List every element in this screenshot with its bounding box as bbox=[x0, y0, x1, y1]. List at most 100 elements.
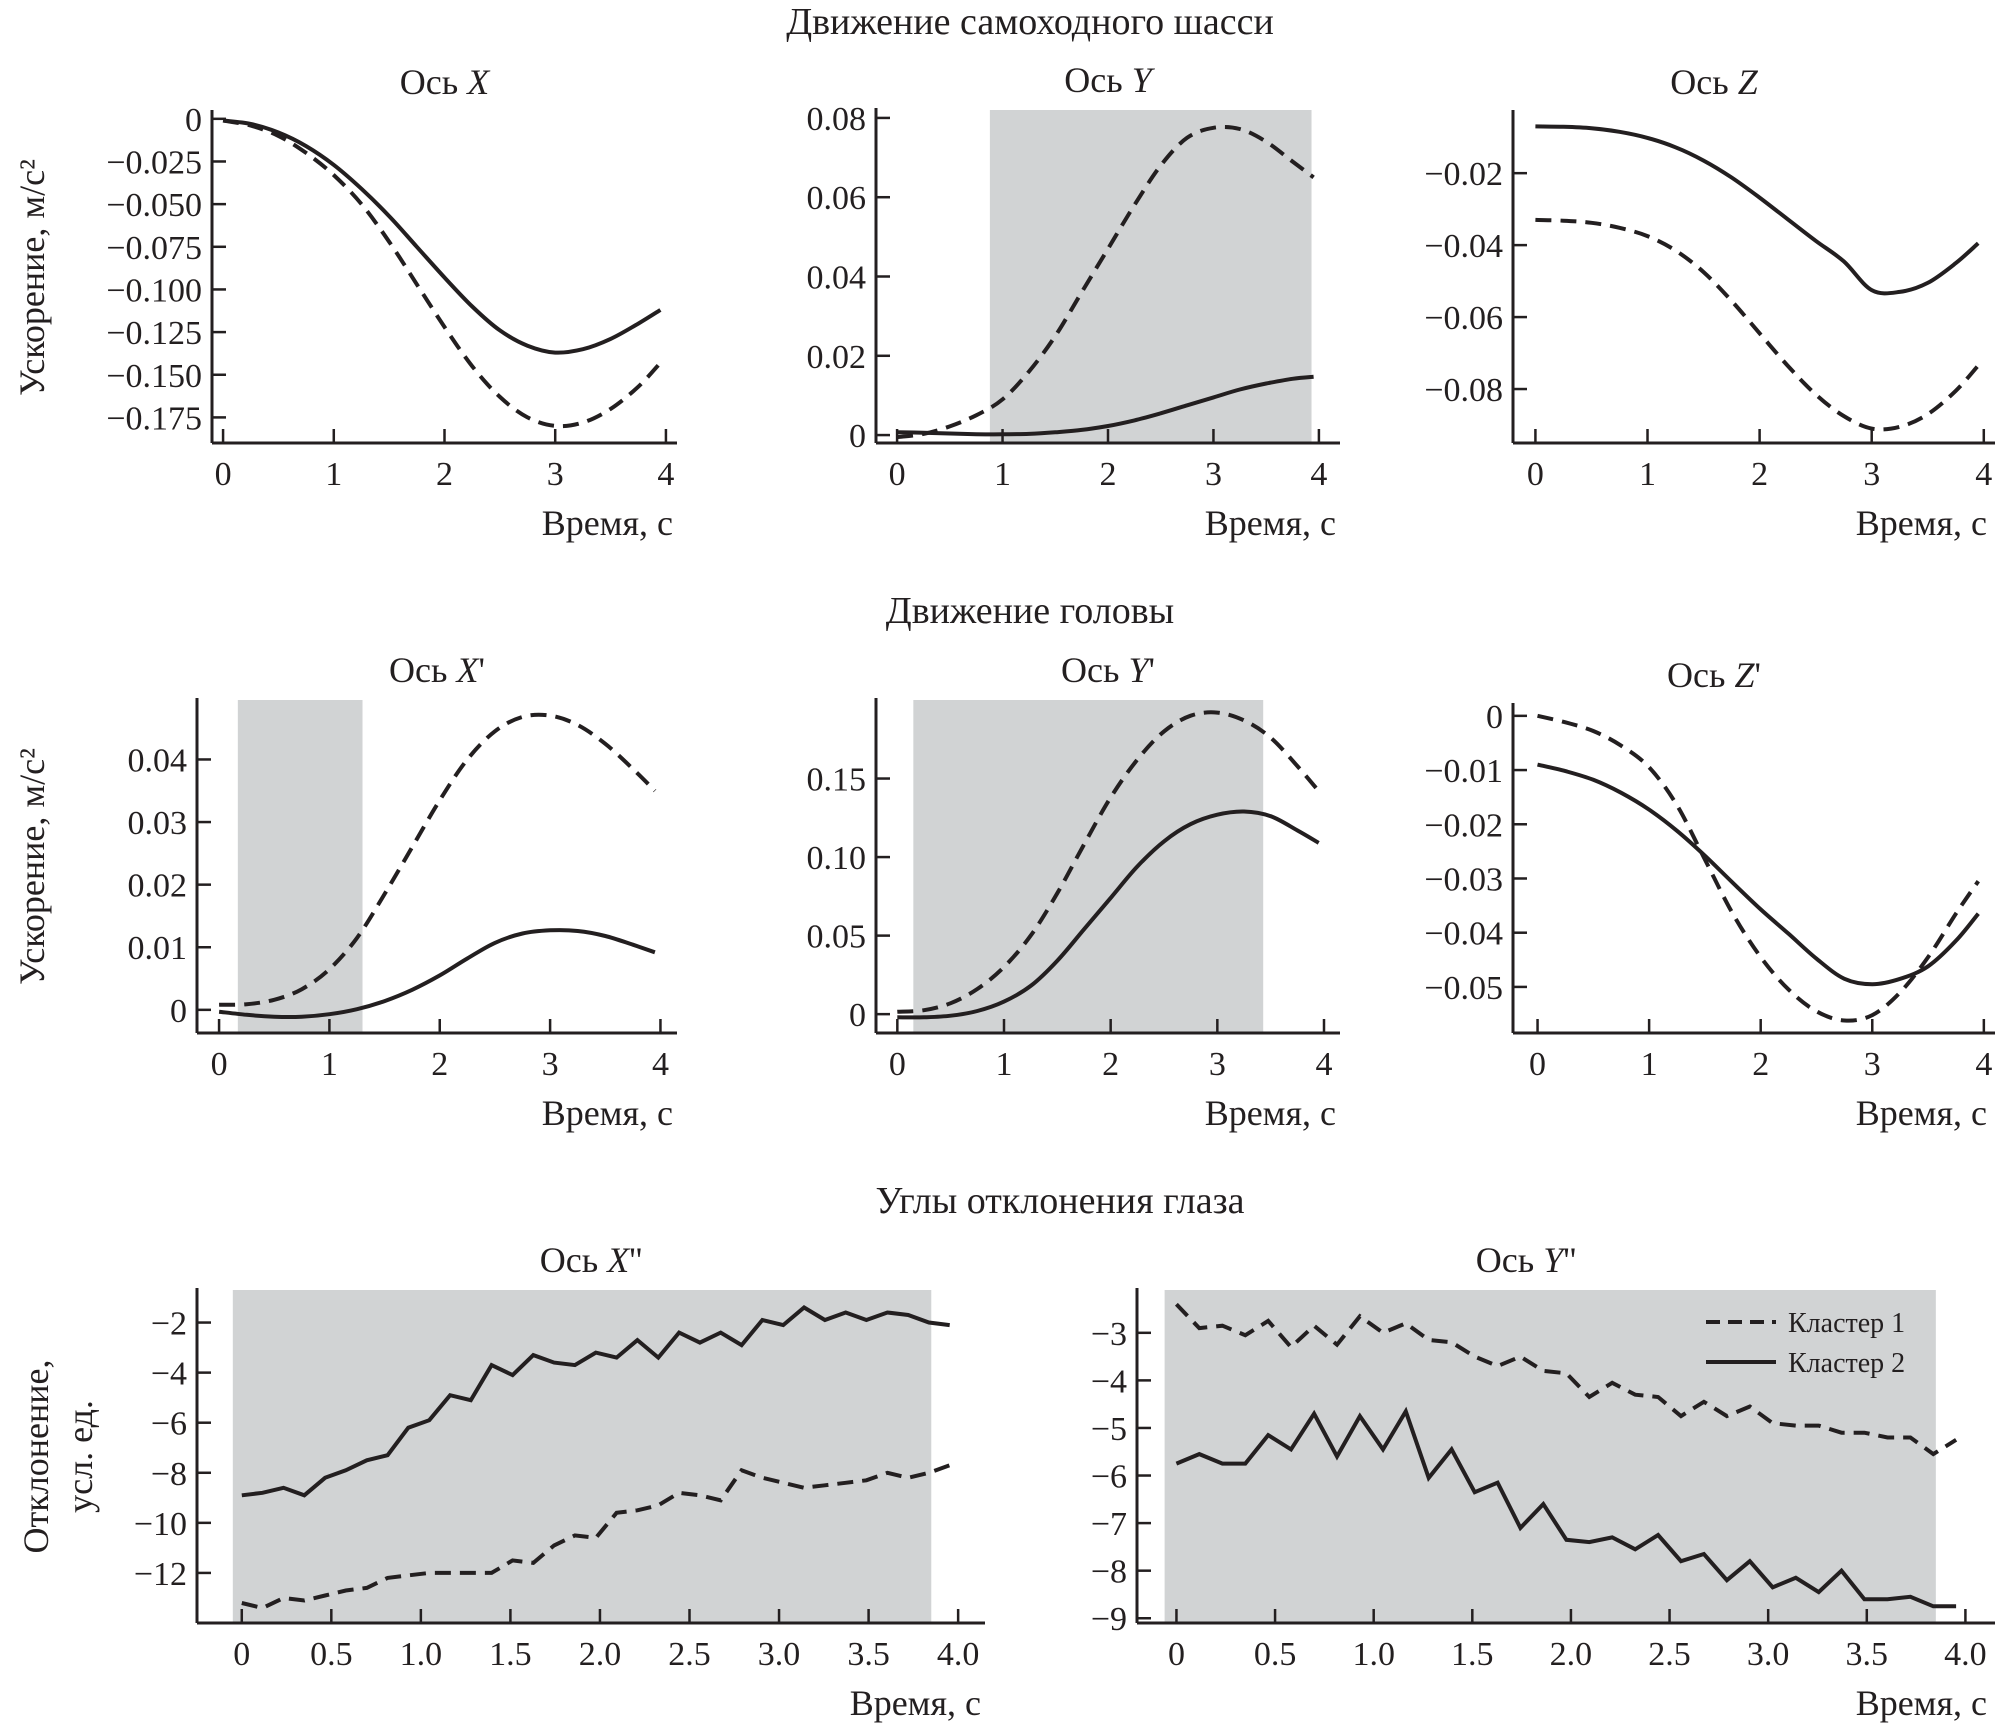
highlight-region bbox=[989, 110, 1312, 443]
x-axis-label: Время, с bbox=[542, 1093, 673, 1133]
y-tick-label: −0.02 bbox=[1424, 156, 1503, 193]
y-tick-label: 0.15 bbox=[807, 762, 867, 799]
panel-title: Ось X' bbox=[389, 650, 485, 690]
panel-title-axis: X bbox=[465, 62, 491, 102]
series-line-cluster-2 bbox=[241, 1305, 950, 1498]
panel-title: Ось X bbox=[400, 62, 491, 102]
panel-title: Ось Y bbox=[1064, 60, 1155, 100]
x-tick-label: 1 bbox=[1639, 456, 1656, 493]
y-tick-label: −2 bbox=[151, 1306, 187, 1343]
series-line-cluster-2 bbox=[222, 118, 662, 355]
y-tick-label: −12 bbox=[134, 1556, 187, 1593]
panel-title-suffix: ' bbox=[1148, 650, 1155, 690]
y-tick-label: 0 bbox=[849, 418, 866, 455]
y-tick-label: −9 bbox=[1091, 1601, 1127, 1638]
panel-title-prefix: Ось bbox=[389, 650, 456, 690]
x-axis-label: Время, с bbox=[1205, 1093, 1336, 1133]
x-tick-label: 0 bbox=[889, 456, 906, 493]
y-tick-label: −0.175 bbox=[106, 400, 202, 437]
y-tick-label: −5 bbox=[1091, 1411, 1127, 1448]
y-tick-label: −0.075 bbox=[106, 230, 202, 267]
y-axis-label: Ускорение, м/с² bbox=[12, 159, 52, 396]
legend-label-cluster-1: Кластер 1 bbox=[1788, 1308, 1905, 1339]
x-tick-label: 3.0 bbox=[758, 1636, 801, 1673]
y-tick-label: −10 bbox=[134, 1506, 187, 1543]
y-tick-label: 0.06 bbox=[807, 180, 867, 217]
y-tick-label: −0.100 bbox=[106, 272, 202, 309]
x-tick-label: 3.0 bbox=[1747, 1636, 1790, 1673]
panel-title-axis: X bbox=[605, 1240, 631, 1280]
series-line-cluster-2 bbox=[897, 809, 1320, 1020]
series-line-cluster-1 bbox=[1537, 713, 1980, 1023]
panel-head-x: Ось X' 0 1 2 3 4 0 0.01 0.02 0.03 0.04 Время, с Уско… bbox=[12, 650, 677, 1133]
x-tick-label: 4 bbox=[652, 1046, 669, 1083]
highlight-region bbox=[1164, 1290, 1936, 1623]
y-tick-label: 0 bbox=[1486, 699, 1503, 736]
x-tick-label: 0 bbox=[1529, 1046, 1546, 1083]
legend-label-cluster-2: Кластер 2 bbox=[1788, 1348, 1905, 1379]
x-tick-label: 2 bbox=[1100, 456, 1117, 493]
x-tick-label: 0.5 bbox=[1254, 1636, 1297, 1673]
y-tick-label: 0 bbox=[849, 997, 866, 1034]
section-title-eye: Углы отклонения глаза bbox=[876, 1180, 1245, 1222]
x-tick-label: 3.5 bbox=[847, 1636, 890, 1673]
y-tick-label: −8 bbox=[1091, 1554, 1127, 1591]
y-axis-label-line: усл. ед. bbox=[60, 1400, 100, 1513]
y-tick-label: 0.04 bbox=[128, 742, 188, 779]
series-line-cluster-1 bbox=[1174, 1302, 1958, 1457]
y-tick-label: −0.01 bbox=[1424, 753, 1503, 790]
panel-title-prefix: Ось bbox=[400, 62, 467, 102]
series-line-cluster-2 bbox=[897, 374, 1314, 437]
panel-title-prefix: Ось bbox=[1667, 655, 1734, 695]
legend: Кластер 1 Кластер 2 bbox=[1706, 1308, 1905, 1379]
y-tick-label: 0 bbox=[185, 102, 202, 139]
panel-eye-x: Ось X'' 0 0.5 1.0 1.5 2.0 2.5 3.0 3.5 4.0 −2 −4 −6 −8… bbox=[16, 1240, 985, 1723]
y-tick-label: 0.03 bbox=[128, 805, 188, 842]
panel-chassis-x: Ось X 0 1 2 3 4 0 −0.025 −0.050 −0.075 −0.100 −0.12… bbox=[12, 62, 677, 543]
series-line-cluster-2 bbox=[1537, 762, 1980, 987]
y-tick-label: −6 bbox=[151, 1406, 187, 1443]
highlight-region bbox=[913, 700, 1264, 1033]
panel-title: Ось X'' bbox=[540, 1240, 642, 1280]
panel-title-suffix: ' bbox=[1754, 655, 1761, 695]
x-tick-label: 0 bbox=[889, 1046, 906, 1083]
y-tick-label: 0.05 bbox=[807, 919, 867, 956]
panel-title-suffix: '' bbox=[629, 1240, 642, 1280]
x-tick-label: 2.0 bbox=[1550, 1636, 1593, 1673]
y-tick-label: −0.08 bbox=[1424, 372, 1503, 409]
series-line-cluster-1 bbox=[897, 710, 1321, 1014]
y-tick-label: 0.10 bbox=[807, 840, 867, 877]
series-line-cluster-2 bbox=[1175, 1406, 1957, 1609]
panel-title-prefix: Ось bbox=[1670, 62, 1737, 102]
panel-title: Ось Y' bbox=[1061, 650, 1155, 690]
x-tick-label: 3.5 bbox=[1846, 1636, 1889, 1673]
x-tick-label: 0 bbox=[233, 1636, 250, 1673]
y-tick-label: 0.02 bbox=[807, 339, 867, 376]
x-tick-label: 4 bbox=[1310, 456, 1327, 493]
y-tick-label: −0.02 bbox=[1424, 807, 1503, 844]
x-axis-label: Время, с bbox=[1205, 503, 1336, 543]
series-line-cluster-2 bbox=[218, 928, 656, 1019]
y-tick-label: −4 bbox=[151, 1356, 187, 1393]
y-tick-label: −0.125 bbox=[106, 315, 202, 352]
x-tick-label: 0 bbox=[215, 456, 232, 493]
panel-chassis-y: Ось Y 0 1 2 3 4 0 0.02 0.04 0.06 0.08 Время, с bbox=[807, 60, 1340, 543]
x-tick-label: 3 bbox=[1863, 456, 1880, 493]
panel-title: Ось Y'' bbox=[1476, 1240, 1576, 1280]
y-tick-label: −0.06 bbox=[1424, 300, 1503, 337]
x-tick-label: 1 bbox=[996, 1046, 1013, 1083]
x-axis-label: Время, с bbox=[542, 503, 673, 543]
panel-title-suffix: '' bbox=[1563, 1240, 1576, 1280]
x-tick-label: 1.0 bbox=[1352, 1636, 1395, 1673]
x-tick-label: 2 bbox=[1752, 1046, 1769, 1083]
x-tick-label: 0 bbox=[1168, 1636, 1185, 1673]
panel-title-axis: Z bbox=[1734, 655, 1755, 695]
panel-title-prefix: Ось bbox=[540, 1240, 607, 1280]
x-tick-label: 4.0 bbox=[937, 1636, 980, 1673]
x-tick-label: 1.5 bbox=[1451, 1636, 1494, 1673]
y-tick-label: −0.04 bbox=[1424, 916, 1503, 953]
y-axis-label-line: Отклонение, bbox=[16, 1360, 56, 1554]
panel-head-y: Ось Y' 0 1 2 3 4 0 0.05 0.10 0.15 Время, с bbox=[807, 650, 1340, 1133]
x-tick-label: 1 bbox=[1641, 1046, 1658, 1083]
